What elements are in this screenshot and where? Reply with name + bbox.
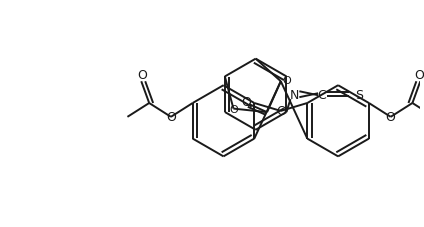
Text: C: C xyxy=(318,88,326,101)
Text: O: O xyxy=(166,111,176,124)
Text: N: N xyxy=(290,88,299,101)
Text: O: O xyxy=(241,95,251,108)
Text: O: O xyxy=(386,111,396,124)
Text: O: O xyxy=(229,104,238,114)
Text: O: O xyxy=(276,105,286,118)
Text: O: O xyxy=(414,69,424,81)
Text: S: S xyxy=(354,88,363,101)
Text: O: O xyxy=(137,69,147,81)
Text: O: O xyxy=(283,76,292,86)
